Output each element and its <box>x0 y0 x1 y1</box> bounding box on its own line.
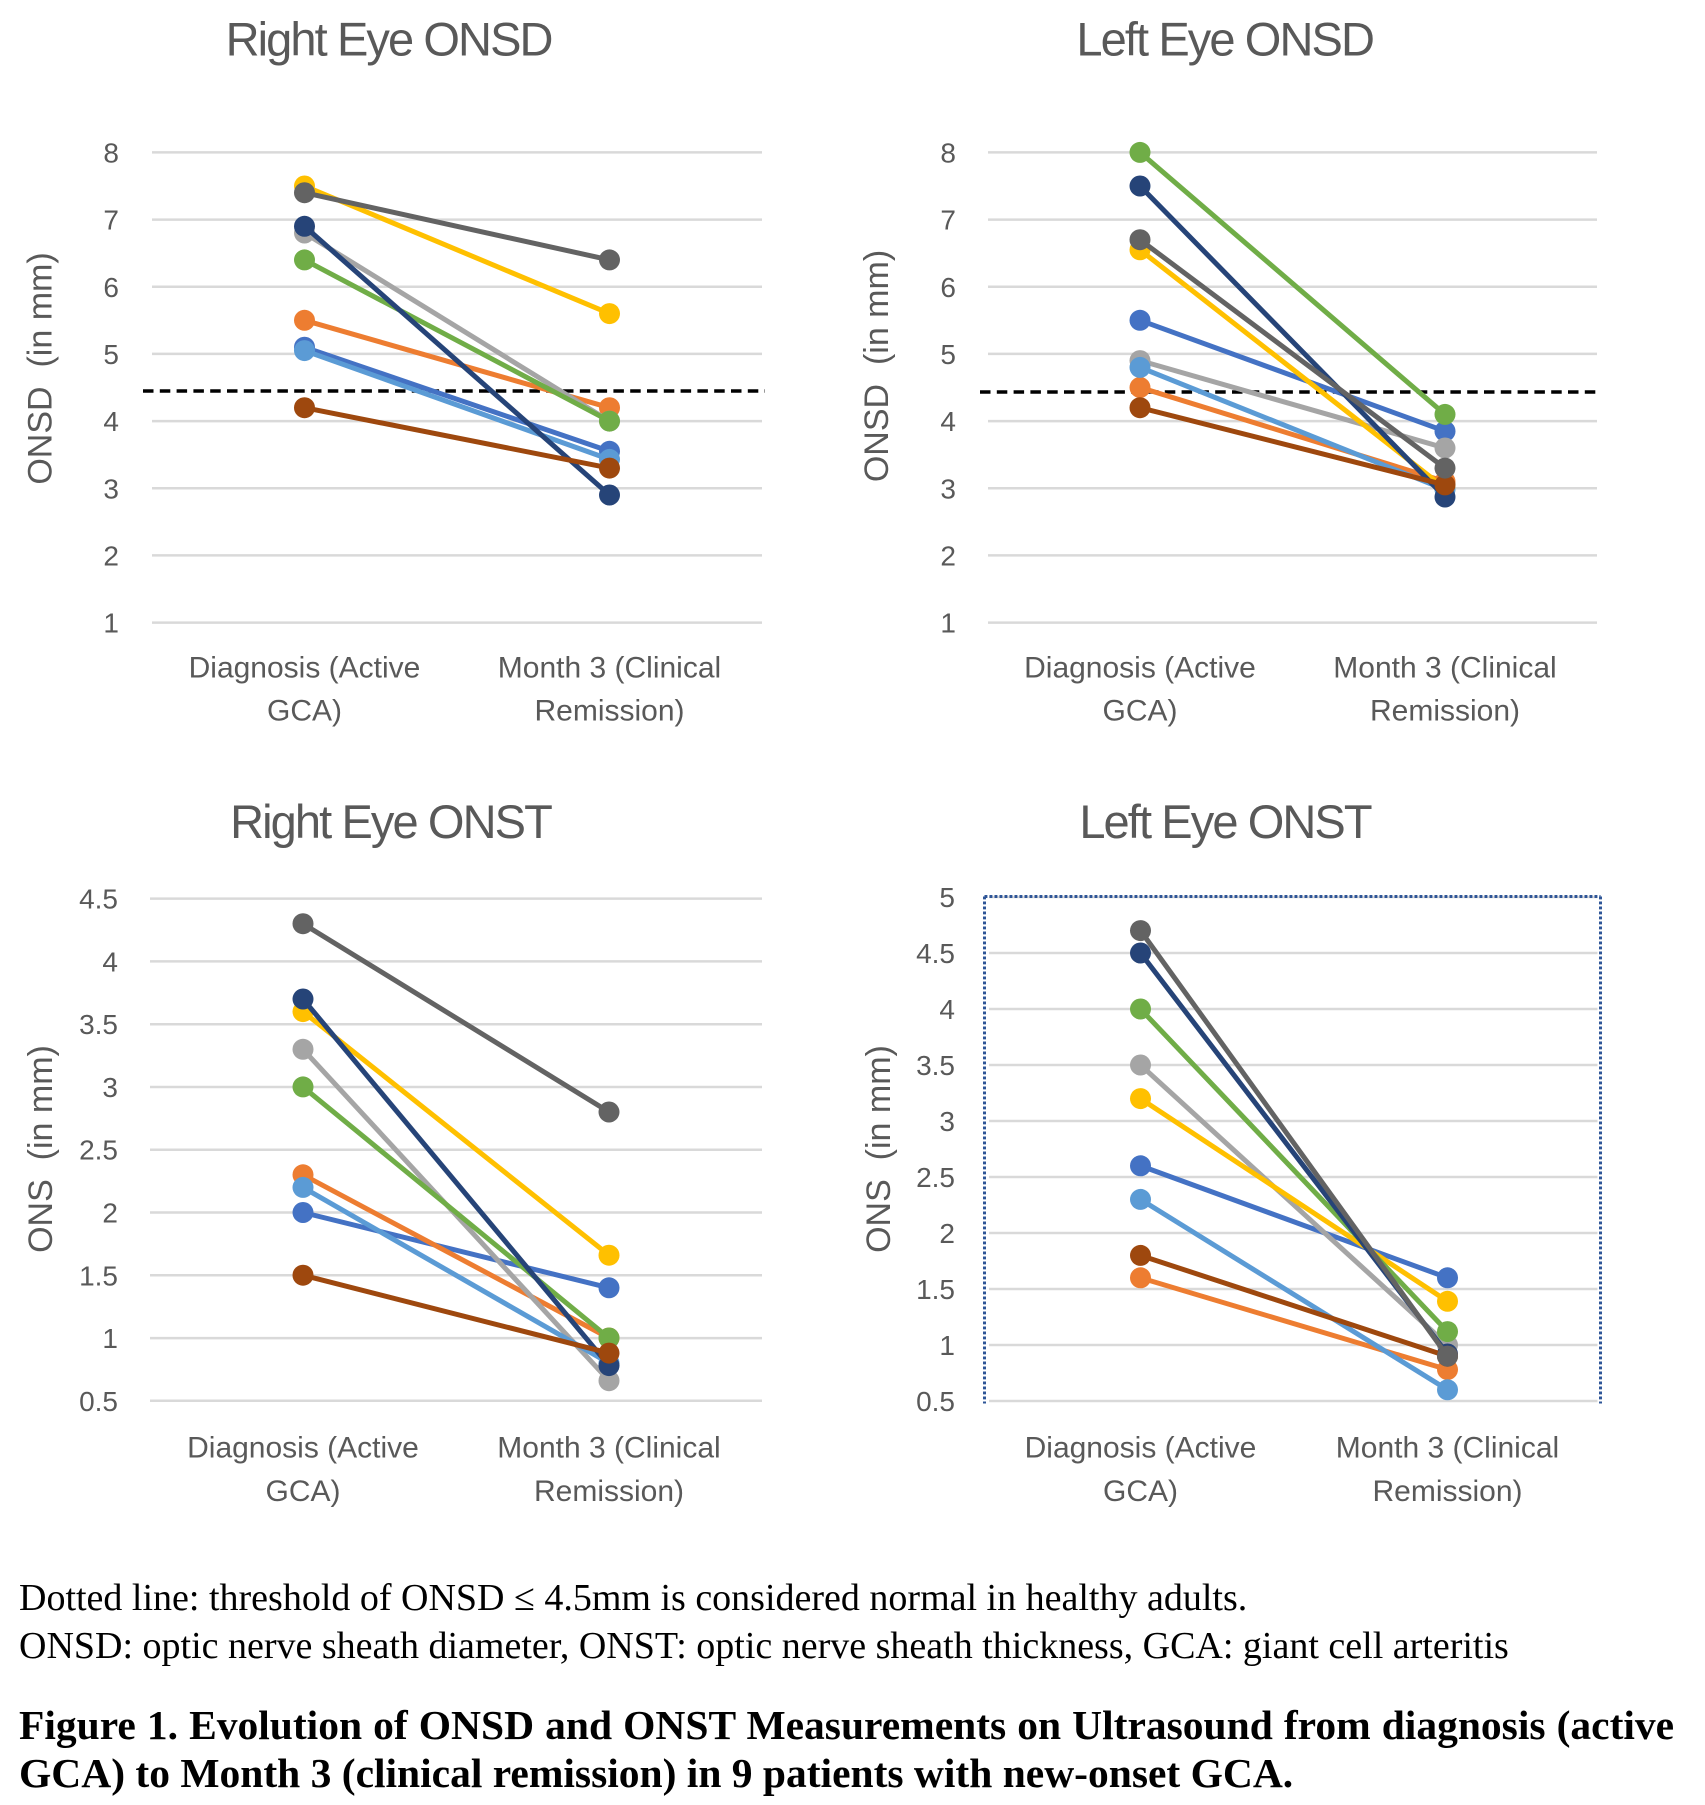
svg-text:GCA): GCA) <box>1103 1475 1178 1508</box>
svg-text:6: 6 <box>940 272 956 303</box>
svg-text:1.5: 1.5 <box>916 1274 955 1305</box>
svg-text:Left Eye ONSD: Left Eye ONSD <box>1076 12 1373 65</box>
svg-text:2: 2 <box>939 1218 955 1249</box>
svg-text:Diagnosis (Active: Diagnosis (Active <box>189 651 421 684</box>
svg-text:4: 4 <box>103 406 119 437</box>
svg-text:1: 1 <box>103 608 119 639</box>
svg-text:3: 3 <box>102 1072 118 1103</box>
svg-text:4: 4 <box>102 946 118 977</box>
svg-text:5: 5 <box>103 339 119 370</box>
svg-text:Month 3 (Clinical: Month 3 (Clinical <box>1336 1432 1559 1465</box>
svg-text:4: 4 <box>940 406 956 437</box>
svg-text:3: 3 <box>939 1106 955 1137</box>
svg-text:Remission): Remission) <box>534 1475 684 1508</box>
svg-text:1: 1 <box>102 1323 118 1354</box>
svg-text:6: 6 <box>103 272 119 303</box>
svg-text:Right Eye ONST: Right Eye ONST <box>230 795 552 848</box>
svg-text:Remission): Remission) <box>1372 1475 1522 1508</box>
svg-text:Diagnosis (Active: Diagnosis (Active <box>187 1432 419 1465</box>
svg-text:2: 2 <box>103 540 119 571</box>
svg-text:7: 7 <box>103 205 119 236</box>
svg-text:ONSD (in mm): ONSD (in mm) <box>22 252 60 484</box>
svg-text:GCA): GCA) <box>266 1475 341 1508</box>
svg-text:1.5: 1.5 <box>79 1260 118 1291</box>
svg-text:ONSD (in mm): ONSD (in mm) <box>858 250 896 482</box>
svg-text:ONS (in mm): ONS (in mm) <box>22 1045 60 1253</box>
svg-text:3.5: 3.5 <box>916 1050 955 1081</box>
svg-text:Right Eye ONSD: Right Eye ONSD <box>226 12 552 65</box>
svg-text:1: 1 <box>939 1330 955 1361</box>
svg-text:8: 8 <box>940 137 956 168</box>
svg-text:Month 3 (Clinical: Month 3 (Clinical <box>498 651 721 684</box>
svg-text:3.5: 3.5 <box>79 1009 118 1040</box>
svg-text:Month 3 (Clinical: Month 3 (Clinical <box>1333 651 1556 684</box>
svg-text:Diagnosis (Active: Diagnosis (Active <box>1025 1432 1257 1465</box>
svg-text:4.5: 4.5 <box>916 938 955 969</box>
svg-text:0.5: 0.5 <box>79 1386 118 1417</box>
svg-text:3: 3 <box>940 473 956 504</box>
svg-text:Month 3 (Clinical: Month 3 (Clinical <box>497 1432 720 1465</box>
svg-text:2.5: 2.5 <box>916 1162 955 1193</box>
svg-text:GCA): GCA) <box>1103 695 1178 728</box>
svg-text:4.5: 4.5 <box>79 884 118 915</box>
svg-text:ONS (in mm): ONS (in mm) <box>860 1045 898 1253</box>
svg-text:8: 8 <box>103 137 119 168</box>
svg-text:4: 4 <box>939 994 955 1025</box>
svg-text:Remission): Remission) <box>534 695 684 728</box>
svg-text:5: 5 <box>939 882 955 913</box>
svg-text:Left Eye ONST: Left Eye ONST <box>1079 795 1372 848</box>
svg-text:0.5: 0.5 <box>916 1386 955 1417</box>
svg-text:2.5: 2.5 <box>79 1135 118 1166</box>
svg-text:5: 5 <box>940 339 956 370</box>
svg-text:GCA): GCA) <box>267 695 342 728</box>
svg-text:2: 2 <box>102 1198 118 1229</box>
svg-text:Remission): Remission) <box>1370 695 1520 728</box>
svg-text:2: 2 <box>940 540 956 571</box>
svg-text:1: 1 <box>940 608 956 639</box>
svg-text:7: 7 <box>940 205 956 236</box>
svg-text:3: 3 <box>103 473 119 504</box>
svg-text:Diagnosis (Active: Diagnosis (Active <box>1024 651 1256 684</box>
